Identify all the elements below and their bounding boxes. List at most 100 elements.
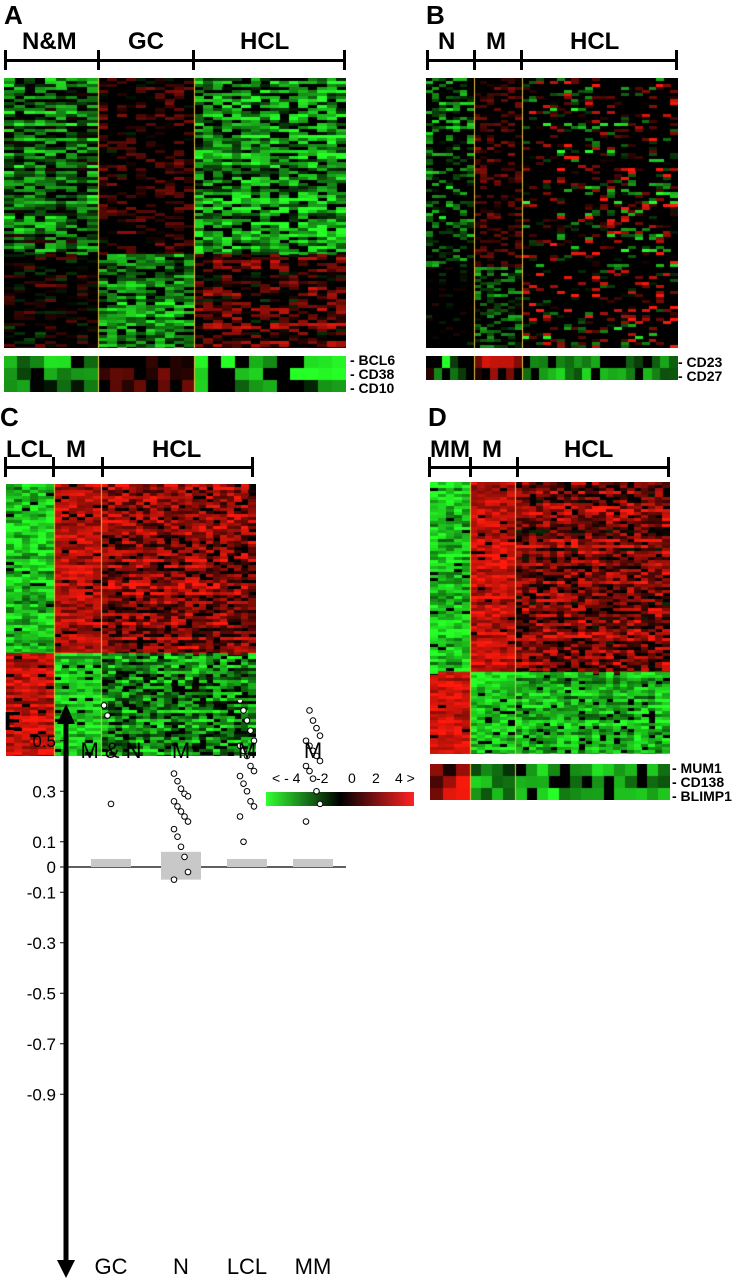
category-label: MM	[295, 1254, 332, 1279]
heatmap-cells	[430, 482, 670, 754]
gene-label-cd23: - CD23	[678, 354, 723, 370]
heatmap-a	[4, 78, 346, 348]
heatmap-cells	[430, 764, 670, 800]
data-point	[184, 868, 192, 876]
group-label-lcl: LCL	[6, 436, 53, 463]
color-scale-label: < - 4	[272, 770, 301, 786]
gene-label-cd38: - CD38	[350, 366, 395, 382]
data-point	[240, 747, 247, 755]
data-point	[104, 712, 111, 719]
data-point	[247, 762, 254, 770]
heatmap-cells	[4, 356, 346, 392]
marker-heatmap-b	[426, 356, 678, 380]
data-point	[302, 737, 310, 745]
data-point	[306, 742, 313, 750]
data-point	[247, 798, 254, 805]
group-label-mm: MM	[430, 436, 470, 463]
panel-letter-d: D	[428, 402, 447, 432]
data-point	[313, 724, 320, 732]
top-label: M	[238, 738, 256, 763]
data-point	[302, 762, 310, 770]
heatmap-d	[430, 482, 670, 754]
data-point	[309, 775, 317, 782]
heatmap-cells	[426, 356, 678, 380]
category-label: N	[173, 1254, 189, 1279]
data-point	[240, 780, 247, 787]
data-point	[309, 747, 317, 755]
data-point	[181, 853, 188, 861]
bracket-tick	[4, 50, 7, 70]
data-point	[170, 876, 178, 883]
y-tick-label: -0.7	[27, 1035, 56, 1054]
bracket-tick	[251, 457, 254, 477]
data-point	[316, 800, 324, 808]
data-point	[309, 717, 317, 724]
y-tick-label: 0	[47, 858, 56, 877]
bracket-tick	[469, 457, 472, 477]
y-tick-label: -0.3	[27, 934, 56, 953]
gene-label-cd138: - CD138	[672, 774, 725, 790]
data-point	[177, 785, 185, 793]
bracket-tick	[101, 457, 104, 477]
bracket-tick	[343, 50, 346, 70]
data-point	[243, 787, 251, 795]
data-point	[236, 700, 244, 704]
y-tick-label: -0.1	[27, 883, 56, 902]
data-point	[243, 717, 251, 724]
null-range-bar	[227, 859, 267, 867]
data-point	[177, 843, 185, 851]
heatmap-cells	[6, 484, 256, 756]
data-point	[313, 787, 320, 795]
data-point	[174, 833, 181, 840]
data-point	[236, 772, 244, 780]
data-point	[250, 803, 258, 810]
y-tick-label: 0.5	[32, 732, 56, 751]
gene-label-cd10: - CD10	[350, 380, 395, 396]
axis-arrow-up	[57, 704, 75, 724]
data-point	[247, 727, 254, 734]
data-point	[184, 818, 192, 825]
heatmap-b	[426, 78, 678, 348]
panel-letter-c: C	[0, 402, 19, 432]
bracket-tick	[667, 457, 670, 477]
group-label-gc: GC	[128, 28, 164, 55]
data-point	[250, 767, 258, 775]
gene-label-bcl6: - BCL6	[350, 352, 396, 368]
data-point	[236, 742, 244, 750]
top-label: M	[172, 738, 190, 763]
group-label-hcl: HCL	[240, 28, 290, 55]
data-point	[313, 752, 320, 760]
data-point	[174, 803, 181, 810]
category-label: LCL	[227, 1254, 267, 1279]
group-label-hcl: HCL	[152, 436, 202, 463]
bracket-tick	[675, 50, 678, 70]
data-point	[174, 777, 181, 785]
panel-letter-b: B	[426, 0, 445, 30]
group-label-m: M	[66, 436, 86, 463]
gene-label-blimp1: - BLIMP1	[672, 788, 732, 804]
correlation-points	[100, 700, 324, 883]
bracket-tick	[52, 457, 55, 477]
data-point	[306, 767, 313, 775]
bracket-tick	[4, 457, 7, 477]
data-point	[170, 798, 178, 805]
group-label-hcl: HCL	[564, 436, 614, 463]
y-axis	[57, 704, 346, 1278]
axis-arrow-down	[57, 1260, 75, 1278]
group-label-n: N	[438, 28, 456, 55]
null-range-bar	[161, 851, 201, 880]
bracket-tick	[516, 457, 519, 477]
gene-label-cd27: - CD27	[678, 368, 723, 384]
top-label: M & N	[80, 738, 141, 763]
data-point	[177, 808, 185, 815]
group-bracket	[426, 59, 678, 62]
data-point	[100, 702, 108, 709]
null-range-bar	[91, 859, 131, 867]
color-scale-label: 0	[348, 770, 356, 786]
data-point	[250, 737, 258, 745]
data-point	[170, 825, 178, 833]
bracket-tick	[97, 50, 100, 70]
group-bracket	[428, 466, 670, 469]
data-point	[316, 732, 324, 740]
panel-letter-a: A	[4, 0, 23, 30]
